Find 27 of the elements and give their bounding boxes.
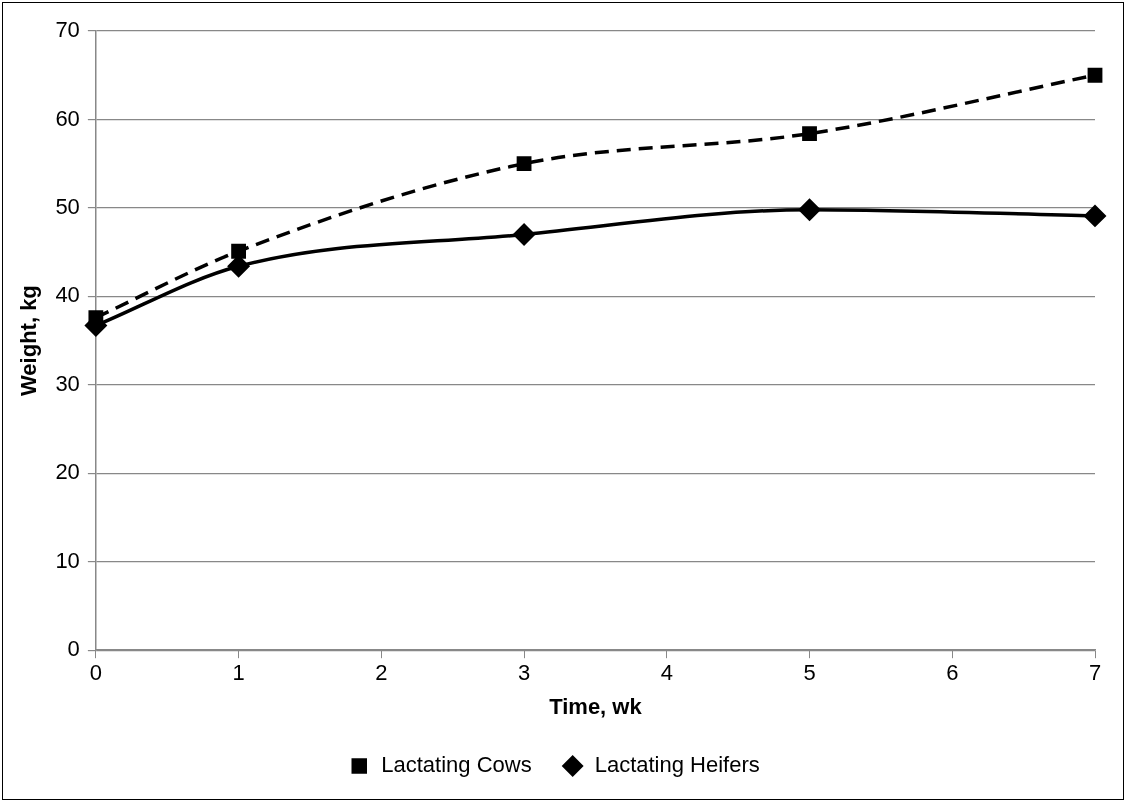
y-axis-title: Weight, kg: [16, 285, 42, 397]
x-tick-label: 7: [1088, 660, 1102, 686]
x-tick-label: 1: [232, 660, 245, 686]
y-tick-label: 50: [55, 193, 80, 219]
y-tick-label: 30: [55, 370, 80, 396]
point: [798, 198, 821, 221]
y-tick-label: 20: [55, 459, 80, 485]
point: [1087, 67, 1103, 83]
point: [231, 243, 247, 259]
x-tick-label: 0: [89, 660, 102, 686]
point: [1084, 205, 1106, 227]
x-tick-label: 2: [375, 660, 388, 686]
x-axis-title: Time, wk: [549, 693, 643, 719]
y-tick-label: 40: [55, 282, 80, 308]
point: [802, 126, 817, 142]
x-tick-label: 6: [946, 660, 959, 686]
x-tick-label: 3: [517, 660, 531, 686]
x-tick-label: 5: [803, 660, 816, 686]
y-tick-label: 70: [55, 17, 80, 43]
point: [516, 156, 532, 172]
y-tick-label: 10: [55, 547, 80, 573]
point: [513, 223, 535, 246]
legend-label: Lactating Heifers: [594, 752, 760, 778]
x-tick-label: 4: [660, 660, 673, 686]
legend-label: Lactating Cows: [381, 752, 532, 778]
y-tick-label: 60: [55, 105, 80, 131]
y-tick-label: 0: [67, 636, 80, 662]
